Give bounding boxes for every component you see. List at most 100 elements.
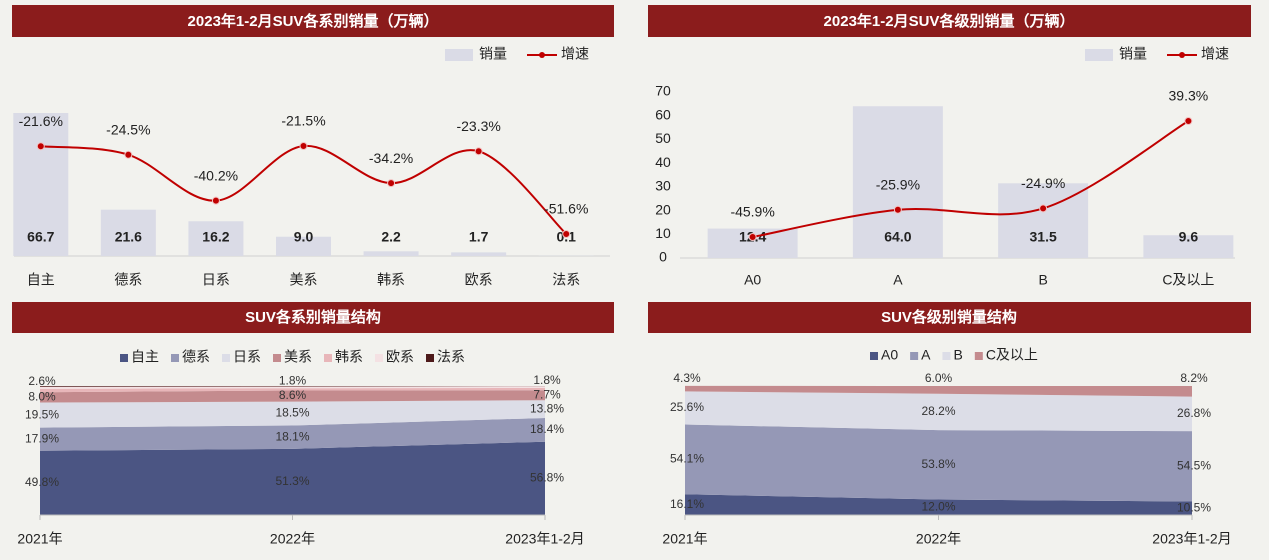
x-tick-label: 2022年 bbox=[916, 531, 961, 547]
area bbox=[40, 417, 545, 451]
area bbox=[685, 385, 1192, 397]
area bbox=[40, 387, 545, 393]
data-label: -34.2% bbox=[369, 150, 413, 166]
x-tick-label: 欧系 bbox=[465, 272, 493, 288]
legend-label: 法系 bbox=[437, 349, 465, 365]
area bbox=[685, 494, 1192, 515]
data-label: 28.2% bbox=[921, 404, 955, 418]
bar bbox=[1143, 235, 1234, 258]
y-tick-label: 20 bbox=[655, 201, 671, 217]
data-label: 9.6 bbox=[1179, 229, 1199, 245]
growth-line bbox=[752, 120, 1189, 238]
data-label: -51.6% bbox=[544, 201, 588, 217]
line-marker bbox=[211, 196, 220, 205]
data-label: 4.3% bbox=[673, 371, 701, 385]
x-tick-label: 2023年1-2月 bbox=[1152, 531, 1231, 547]
legend-swatch bbox=[445, 49, 473, 61]
data-label: 17.9% bbox=[25, 431, 59, 445]
x-tick-label: C及以上 bbox=[1162, 272, 1214, 288]
data-label: 18.1% bbox=[275, 429, 309, 443]
title-bar bbox=[648, 302, 1251, 333]
data-label: 12.0% bbox=[921, 499, 955, 513]
line-marker bbox=[36, 142, 45, 151]
data-label: -45.9% bbox=[730, 204, 774, 220]
legend-label: 韩系 bbox=[335, 349, 363, 365]
bar bbox=[451, 252, 507, 256]
data-label: 54.5% bbox=[1177, 458, 1211, 472]
legend-label: 德系 bbox=[182, 349, 210, 365]
area bbox=[40, 386, 545, 387]
x-tick-label: A bbox=[893, 272, 903, 288]
data-label: 1.7 bbox=[469, 229, 489, 245]
data-label: -40.2% bbox=[194, 167, 238, 183]
line-marker bbox=[1184, 117, 1193, 125]
data-label: 64.0 bbox=[884, 229, 911, 245]
line-marker bbox=[748, 233, 757, 241]
legend-swatch bbox=[910, 352, 919, 360]
chart-title: 2023年1-2月SUV各级别销量（万辆） bbox=[824, 12, 1075, 30]
x-tick-label: 德系 bbox=[114, 272, 142, 288]
bar bbox=[188, 221, 244, 256]
legend-swatch bbox=[1085, 49, 1113, 61]
y-tick-label: 10 bbox=[655, 225, 671, 241]
y-tick-label: 40 bbox=[655, 154, 671, 170]
legend-label: 日系 bbox=[233, 349, 261, 365]
bar bbox=[13, 113, 69, 256]
line-marker bbox=[562, 230, 571, 238]
data-label: 53.8% bbox=[921, 457, 955, 471]
legend-swatch bbox=[1179, 52, 1185, 58]
y-tick-label: 30 bbox=[655, 178, 671, 194]
legend-swatch bbox=[120, 354, 128, 362]
data-label: -21.5% bbox=[281, 113, 325, 129]
data-label: 8.0% bbox=[28, 390, 56, 404]
line-marker bbox=[893, 205, 902, 214]
legend-label: 销量 bbox=[479, 46, 507, 62]
data-label: 2.6% bbox=[28, 374, 56, 388]
bar bbox=[852, 106, 943, 258]
data-label: 13.8% bbox=[530, 401, 564, 415]
data-label: 56.8% bbox=[530, 471, 564, 485]
data-label: -23.3% bbox=[456, 118, 500, 134]
data-label: 19.5% bbox=[25, 407, 59, 421]
legend-swatch bbox=[324, 354, 332, 362]
data-label: -21.6% bbox=[19, 113, 63, 129]
legend-swatch bbox=[942, 352, 951, 360]
y-tick-label: 60 bbox=[655, 106, 671, 122]
x-tick-label: 2022年 bbox=[270, 531, 315, 547]
chart-title: SUV各级别销量结构 bbox=[881, 308, 1017, 326]
legend-label: 增速 bbox=[561, 46, 589, 62]
data-label: 7.7% bbox=[533, 387, 561, 401]
x-tick-label: 法系 bbox=[552, 272, 580, 288]
title-bar bbox=[12, 302, 614, 333]
x-tick-label: 美系 bbox=[290, 272, 318, 288]
legend-label: 美系 bbox=[284, 349, 312, 365]
legend-swatch bbox=[539, 52, 545, 58]
legend-label: C及以上 bbox=[986, 347, 1038, 363]
legend-label: 自主 bbox=[131, 349, 159, 365]
y-tick-label: 50 bbox=[655, 130, 671, 146]
data-label: 21.6 bbox=[115, 229, 142, 245]
legend-label: 销量 bbox=[1119, 46, 1147, 62]
x-tick-label: 自主 bbox=[27, 272, 55, 288]
data-label: 31.5 bbox=[1030, 229, 1057, 245]
data-label: -24.5% bbox=[106, 121, 150, 137]
x-tick-label: A0 bbox=[744, 272, 761, 288]
data-label: -25.9% bbox=[876, 176, 920, 192]
line-marker bbox=[474, 147, 483, 156]
x-tick-label: 2021年 bbox=[662, 531, 707, 547]
chart-title: 2023年1-2月SUV各系别销量（万辆） bbox=[188, 12, 439, 30]
data-label: -24.9% bbox=[1021, 175, 1065, 191]
x-tick-label: 2023年1-2月 bbox=[505, 531, 584, 547]
data-label: 8.2% bbox=[1180, 371, 1208, 385]
data-label: 10.5% bbox=[1177, 500, 1211, 514]
x-tick-label: 韩系 bbox=[377, 272, 405, 288]
legend-label: A bbox=[921, 347, 931, 363]
area bbox=[685, 391, 1192, 432]
y-tick-label: 0 bbox=[659, 249, 667, 265]
legend-swatch bbox=[171, 354, 179, 362]
chart-title: SUV各系别销量结构 bbox=[245, 308, 381, 326]
legend-label: 欧系 bbox=[386, 349, 414, 365]
data-label: 16.1% bbox=[670, 497, 704, 511]
title-bar bbox=[12, 5, 614, 37]
